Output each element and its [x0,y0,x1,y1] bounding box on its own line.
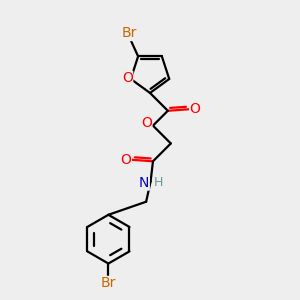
Text: O: O [190,102,201,116]
Text: O: O [141,116,152,130]
Text: Br: Br [101,277,116,290]
Text: O: O [122,71,133,85]
Text: N: N [139,176,149,190]
Text: H: H [154,176,164,190]
Text: O: O [120,153,131,167]
Text: Br: Br [122,26,137,40]
